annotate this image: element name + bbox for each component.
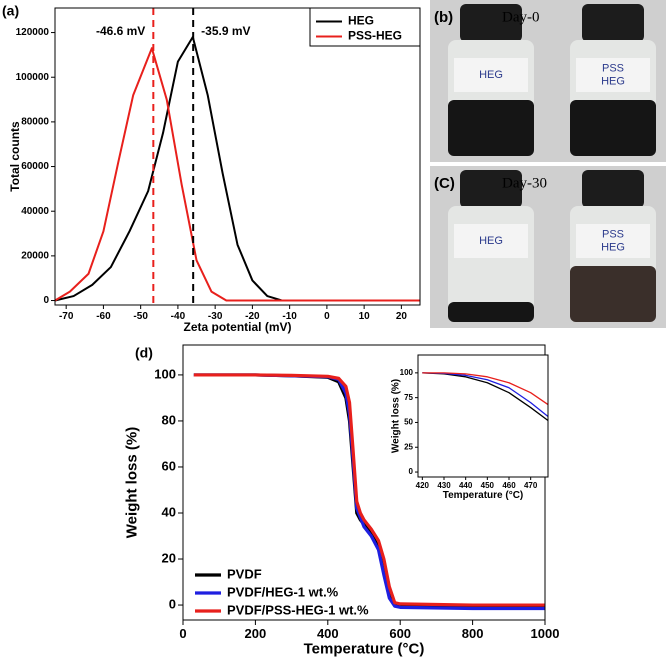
x-tick-label: 10 [359, 311, 371, 322]
legend-label: PSS-HEG [348, 29, 402, 43]
bottle-liquid [570, 266, 656, 322]
x-axis-label: Zeta potential (mV) [183, 320, 291, 334]
y-tick-label: 60000 [21, 161, 49, 172]
x-axis-label: Temperature (°C) [304, 641, 425, 657]
x-tick-label: -70 [59, 311, 74, 322]
y-tick-label: 40000 [21, 206, 49, 217]
plot-frame [54, 7, 421, 306]
y-tick-label: 20000 [21, 251, 49, 262]
x-tick-label: 800 [462, 626, 484, 641]
reference-label: -35.9 mV [201, 24, 250, 38]
x-tick-label: 0 [324, 311, 330, 322]
y-axis-label: Total counts [8, 121, 22, 192]
x-tick-label: -50 [133, 311, 148, 322]
photo-label: (C) [434, 175, 455, 192]
y-tick-label: 100 [154, 366, 176, 381]
bottle-text: HEG [601, 241, 625, 253]
x-tick-label: 440 [459, 481, 473, 490]
x-tick-label: -40 [171, 311, 186, 322]
plot-frame [417, 354, 549, 478]
bottle-liquid [570, 100, 656, 156]
bottle-text: HEG [479, 69, 503, 81]
bottle-label [576, 58, 650, 92]
photo-caption: Day-0 [502, 9, 540, 25]
bottle-label [576, 224, 650, 258]
bottle-label [454, 58, 528, 92]
bottle-liquid [448, 302, 534, 322]
x-tick-label: -60 [96, 311, 111, 322]
x-tick-label: 1000 [531, 626, 560, 641]
y-tick-label: 0 [43, 295, 49, 306]
bottle-cap [460, 4, 522, 42]
data-line [422, 372, 549, 406]
y-axis-label: Weight loss (%) [123, 427, 140, 538]
y-tick-label: 50 [404, 418, 413, 427]
bottle-label [454, 224, 528, 258]
inset-background [418, 355, 548, 477]
x-tick-label: -10 [282, 311, 297, 322]
bottle-text: HEG [601, 75, 625, 87]
data-line [54, 36, 420, 302]
y-tick-label: 60 [162, 458, 176, 473]
data-line [54, 47, 420, 302]
x-tick-label: 430 [437, 481, 451, 490]
y-tick-label: 100 [400, 368, 414, 377]
x-tick-label: 400 [317, 626, 339, 641]
y-tick-label: 40 [162, 504, 176, 519]
x-tick-label: 20 [396, 311, 408, 322]
bottle-cap [460, 170, 522, 208]
y-tick-label: 75 [404, 393, 413, 402]
bottle-text: HEG [479, 235, 503, 247]
x-tick-label: 420 [416, 481, 430, 490]
legend-box [309, 7, 421, 47]
x-tick-label: 600 [389, 626, 411, 641]
x-tick-label: 450 [481, 481, 495, 490]
y-tick-label: 0 [409, 467, 414, 476]
plot-frame [182, 344, 546, 621]
y-tick-label: 0 [169, 596, 176, 611]
y-axis-label: Weight loss (%) [391, 379, 402, 453]
x-tick-label: -30 [208, 311, 223, 322]
panel-label: (d) [135, 345, 153, 361]
y-tick-label: 80 [162, 412, 176, 427]
bottle-cap [582, 4, 644, 42]
x-tick-label: 200 [245, 626, 267, 641]
legend-label: PVDF/HEG-1 wt.% [227, 584, 339, 599]
x-axis-label: Temperature (°C) [443, 490, 524, 501]
legend-label: PVDF [227, 566, 262, 581]
legend-label: HEG [348, 14, 374, 28]
y-tick-label: 100000 [16, 72, 50, 83]
y-tick-label: 120000 [16, 27, 50, 38]
x-tick-label: 0 [179, 626, 186, 641]
data-line [193, 373, 545, 607]
panel-label: (a) [2, 3, 19, 19]
legend-label: PVDF/PSS-HEG-1 wt.% [227, 602, 369, 617]
bottle-text: PSS [602, 62, 624, 74]
x-tick-label: -20 [245, 311, 260, 322]
y-tick-label: 20 [162, 550, 176, 565]
bottle-liquid [448, 100, 534, 156]
reference-label: -46.6 mV [96, 24, 145, 38]
photo-label: (b) [434, 9, 453, 26]
y-tick-label: 80000 [21, 117, 49, 128]
bottle-text: PSS [602, 228, 624, 240]
x-tick-label: 460 [502, 481, 516, 490]
photo-caption: Day-30 [502, 175, 547, 191]
x-tick-label: 470 [524, 481, 538, 490]
y-tick-label: 25 [404, 442, 413, 451]
bottle-cap [582, 170, 644, 208]
